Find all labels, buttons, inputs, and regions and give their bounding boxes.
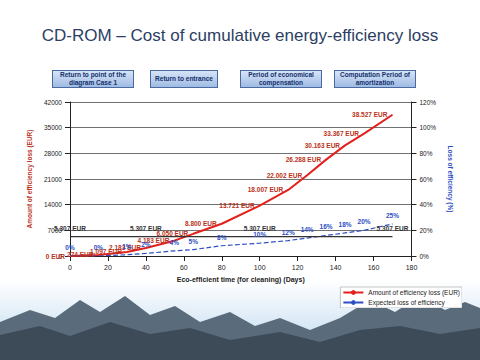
svg-text:20%: 20% xyxy=(419,227,432,234)
svg-text:16%: 16% xyxy=(320,223,333,230)
svg-text:0%: 0% xyxy=(94,244,104,251)
svg-text:18.007 EUR: 18.007 EUR xyxy=(248,186,284,193)
html-text:Return to point of the diagram: Return to point of the diagram Case 1 xyxy=(60,71,126,86)
svg-text:2%: 2% xyxy=(141,241,151,248)
svg-text:0: 0 xyxy=(68,264,72,271)
html-text:CD-ROM – Cost of cumulative en: CD-ROM – Cost of cumulative energy-effic… xyxy=(41,26,439,45)
svg-text:0%: 0% xyxy=(65,244,75,251)
svg-text:Expected loss of efficiency: Expected loss of efficiency xyxy=(368,299,445,307)
svg-text:14000: 14000 xyxy=(44,201,62,208)
svg-text:274 EUR: 274 EUR xyxy=(67,251,94,259)
svg-text:180: 180 xyxy=(406,264,418,271)
html-text:Period of economical compensat: Period of economical compensation xyxy=(248,71,314,86)
svg-text:Loss of efficiency (%): Loss of efficiency (%) xyxy=(446,146,454,213)
svg-text:120: 120 xyxy=(292,264,304,271)
svg-text:5.307 EUR: 5.307 EUR xyxy=(244,225,276,232)
svg-text:1%: 1% xyxy=(122,243,132,250)
svg-text:Amount of efficiency loss (EUR: Amount of efficiency loss (EUR) xyxy=(26,130,34,229)
svg-text:Eco-efficient time (for cleani: Eco-efficient time (for cleaning) (Days) xyxy=(177,276,305,284)
svg-text:21000: 21000 xyxy=(44,176,62,183)
svg-text:10%: 10% xyxy=(253,231,266,238)
svg-text:4%: 4% xyxy=(170,239,180,246)
svg-text:40%: 40% xyxy=(419,201,432,208)
svg-text:120%: 120% xyxy=(419,99,436,106)
svg-text:20: 20 xyxy=(104,264,112,271)
svg-text:0 EUR: 0 EUR xyxy=(46,253,65,260)
svg-text:38.527 EUR: 38.527 EUR xyxy=(352,111,388,118)
svg-text:160: 160 xyxy=(368,264,380,271)
svg-text:13.721 EUR: 13.721 EUR xyxy=(219,202,255,209)
svg-text:40: 40 xyxy=(142,264,150,271)
svg-text:26.288 EUR: 26.288 EUR xyxy=(286,156,322,163)
svg-text:20%: 20% xyxy=(358,218,371,225)
svg-text:60: 60 xyxy=(180,264,188,271)
svg-text:4.183 EUR: 4.183 EUR xyxy=(137,237,170,245)
svg-text:0%: 0% xyxy=(419,253,429,260)
svg-text:5%: 5% xyxy=(189,238,199,245)
svg-text:33.367 EUR: 33.367 EUR xyxy=(324,130,360,137)
svg-text:2.183 EUR: 2.183 EUR xyxy=(109,244,141,252)
html-text:Return to entrance: Return to entrance xyxy=(155,75,213,82)
svg-text:Amount of efficiency loss (EUR: Amount of efficiency loss (EUR) xyxy=(368,289,460,297)
svg-text:140: 140 xyxy=(330,264,342,271)
svg-text:8.800 EUR: 8.800 EUR xyxy=(185,220,217,227)
svg-text:80: 80 xyxy=(218,264,226,271)
svg-text:22.002 EUR: 22.002 EUR xyxy=(267,172,303,179)
svg-text:6.050 EUR: 6.050 EUR xyxy=(156,230,189,238)
svg-text:12%: 12% xyxy=(282,229,295,236)
svg-text:5.307 EUR: 5.307 EUR xyxy=(54,225,86,232)
svg-text:100: 100 xyxy=(254,264,266,271)
svg-text:25%: 25% xyxy=(386,212,399,219)
svg-text:14%: 14% xyxy=(301,226,314,233)
svg-text:100%: 100% xyxy=(419,124,436,131)
html-text:Computation Period of amortiza: Computation Period of amortization xyxy=(340,71,410,86)
svg-text:1.097 EUR: 1.097 EUR xyxy=(90,248,122,256)
svg-text:35000: 35000 xyxy=(44,124,62,131)
svg-text:5.307 EUR: 5.307 EUR xyxy=(377,225,409,232)
svg-text:80%: 80% xyxy=(419,150,432,157)
svg-text:18%: 18% xyxy=(339,221,352,228)
svg-text:42000: 42000 xyxy=(44,99,62,106)
svg-text:60%: 60% xyxy=(419,176,432,183)
svg-text:30.163 EUR: 30.163 EUR xyxy=(305,142,341,149)
svg-text:8%: 8% xyxy=(217,234,227,241)
svg-text:28000: 28000 xyxy=(44,150,62,157)
svg-text:5.307 EUR: 5.307 EUR xyxy=(130,225,162,232)
